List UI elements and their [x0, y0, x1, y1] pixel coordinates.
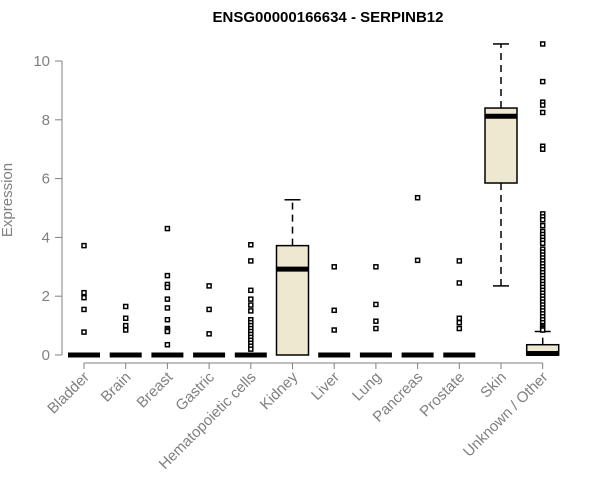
y-tick-label: 10	[33, 53, 50, 70]
outlier-point	[164, 305, 171, 311]
box-group	[525, 41, 560, 357]
box-group	[109, 303, 142, 358]
box-group	[359, 264, 392, 358]
outlier-point	[373, 318, 379, 324]
outlier-point	[331, 307, 337, 314]
x-category-label: Bladder	[44, 369, 93, 418]
outlier-point	[81, 329, 87, 335]
box-group	[443, 258, 476, 358]
y-tick-label: 8	[42, 112, 50, 129]
y-axis-title: Expression	[0, 163, 16, 237]
outlier-point	[539, 222, 546, 229]
outlier-point	[456, 325, 463, 332]
box-group	[484, 43, 518, 287]
y-tick-label: 4	[42, 229, 50, 246]
outlier-point	[81, 294, 87, 301]
outlier-point	[539, 146, 546, 152]
outlier-point	[122, 303, 129, 310]
outlier-point	[248, 242, 254, 248]
outlier-point	[81, 242, 87, 249]
x-category-label: Prostate	[417, 369, 469, 421]
x-category-label: Liver	[308, 369, 343, 404]
x-category-label: Lung	[349, 369, 385, 405]
outlier-point	[122, 322, 129, 329]
x-category-label: Skin	[477, 369, 510, 402]
outlier-point	[122, 327, 129, 333]
plot-area	[68, 41, 560, 358]
outlier-point	[456, 319, 463, 326]
outlier-point	[248, 346, 254, 352]
outlier-point	[456, 258, 463, 264]
outlier-point	[248, 296, 254, 302]
outlier-point	[539, 109, 546, 116]
outlier-point	[248, 308, 254, 314]
outlier-point	[206, 283, 212, 289]
outlier-point	[206, 306, 212, 313]
box-iqr	[484, 107, 518, 184]
outlier-point	[373, 301, 379, 308]
outlier-point	[539, 327, 546, 333]
box-group	[401, 194, 434, 358]
x-category-label: Brain	[98, 369, 135, 406]
y-axis: 0 2 4 6 8 10	[33, 53, 63, 364]
outlier-point	[456, 280, 463, 286]
outlier-point	[539, 102, 546, 108]
outlier-point	[248, 258, 254, 264]
y-tick-label: 6	[42, 171, 50, 188]
outlier-point	[81, 289, 87, 296]
outlier-point	[81, 306, 87, 313]
outlier-point	[414, 257, 421, 264]
outlier-point	[164, 341, 171, 348]
outlier-point	[539, 240, 546, 247]
box-group	[193, 283, 226, 358]
x-category-label: Breast	[134, 368, 177, 411]
outlier-point	[248, 302, 254, 308]
box-iqr	[275, 244, 310, 356]
outlier-point	[164, 296, 171, 302]
outlier-point	[248, 287, 254, 294]
outlier-point	[164, 284, 171, 291]
outlier-point	[331, 264, 337, 270]
box-group	[234, 242, 267, 358]
y-tick-label: 0	[42, 347, 50, 364]
chart-title: ENSG00000166634 - SERPINB12	[213, 9, 444, 26]
box-group	[68, 242, 100, 358]
outlier-point	[414, 194, 421, 201]
x-category-label: Kidney	[257, 368, 302, 413]
outlier-point	[373, 325, 379, 332]
outlier-point	[373, 264, 379, 270]
outlier-point	[206, 331, 212, 337]
box-group	[318, 264, 351, 358]
outlier-point	[456, 315, 463, 321]
outlier-point	[331, 327, 337, 333]
y-tick-label: 2	[42, 288, 50, 305]
outlier-point	[164, 328, 171, 335]
outlier-point	[164, 272, 171, 279]
box-group	[275, 199, 310, 356]
outlier-point	[164, 225, 171, 232]
outlier-point	[164, 316, 171, 323]
outlier-point	[539, 78, 546, 85]
outlier-point	[539, 41, 546, 47]
outlier-point	[539, 217, 546, 223]
box-group	[151, 225, 184, 358]
outlier-point	[122, 315, 129, 321]
